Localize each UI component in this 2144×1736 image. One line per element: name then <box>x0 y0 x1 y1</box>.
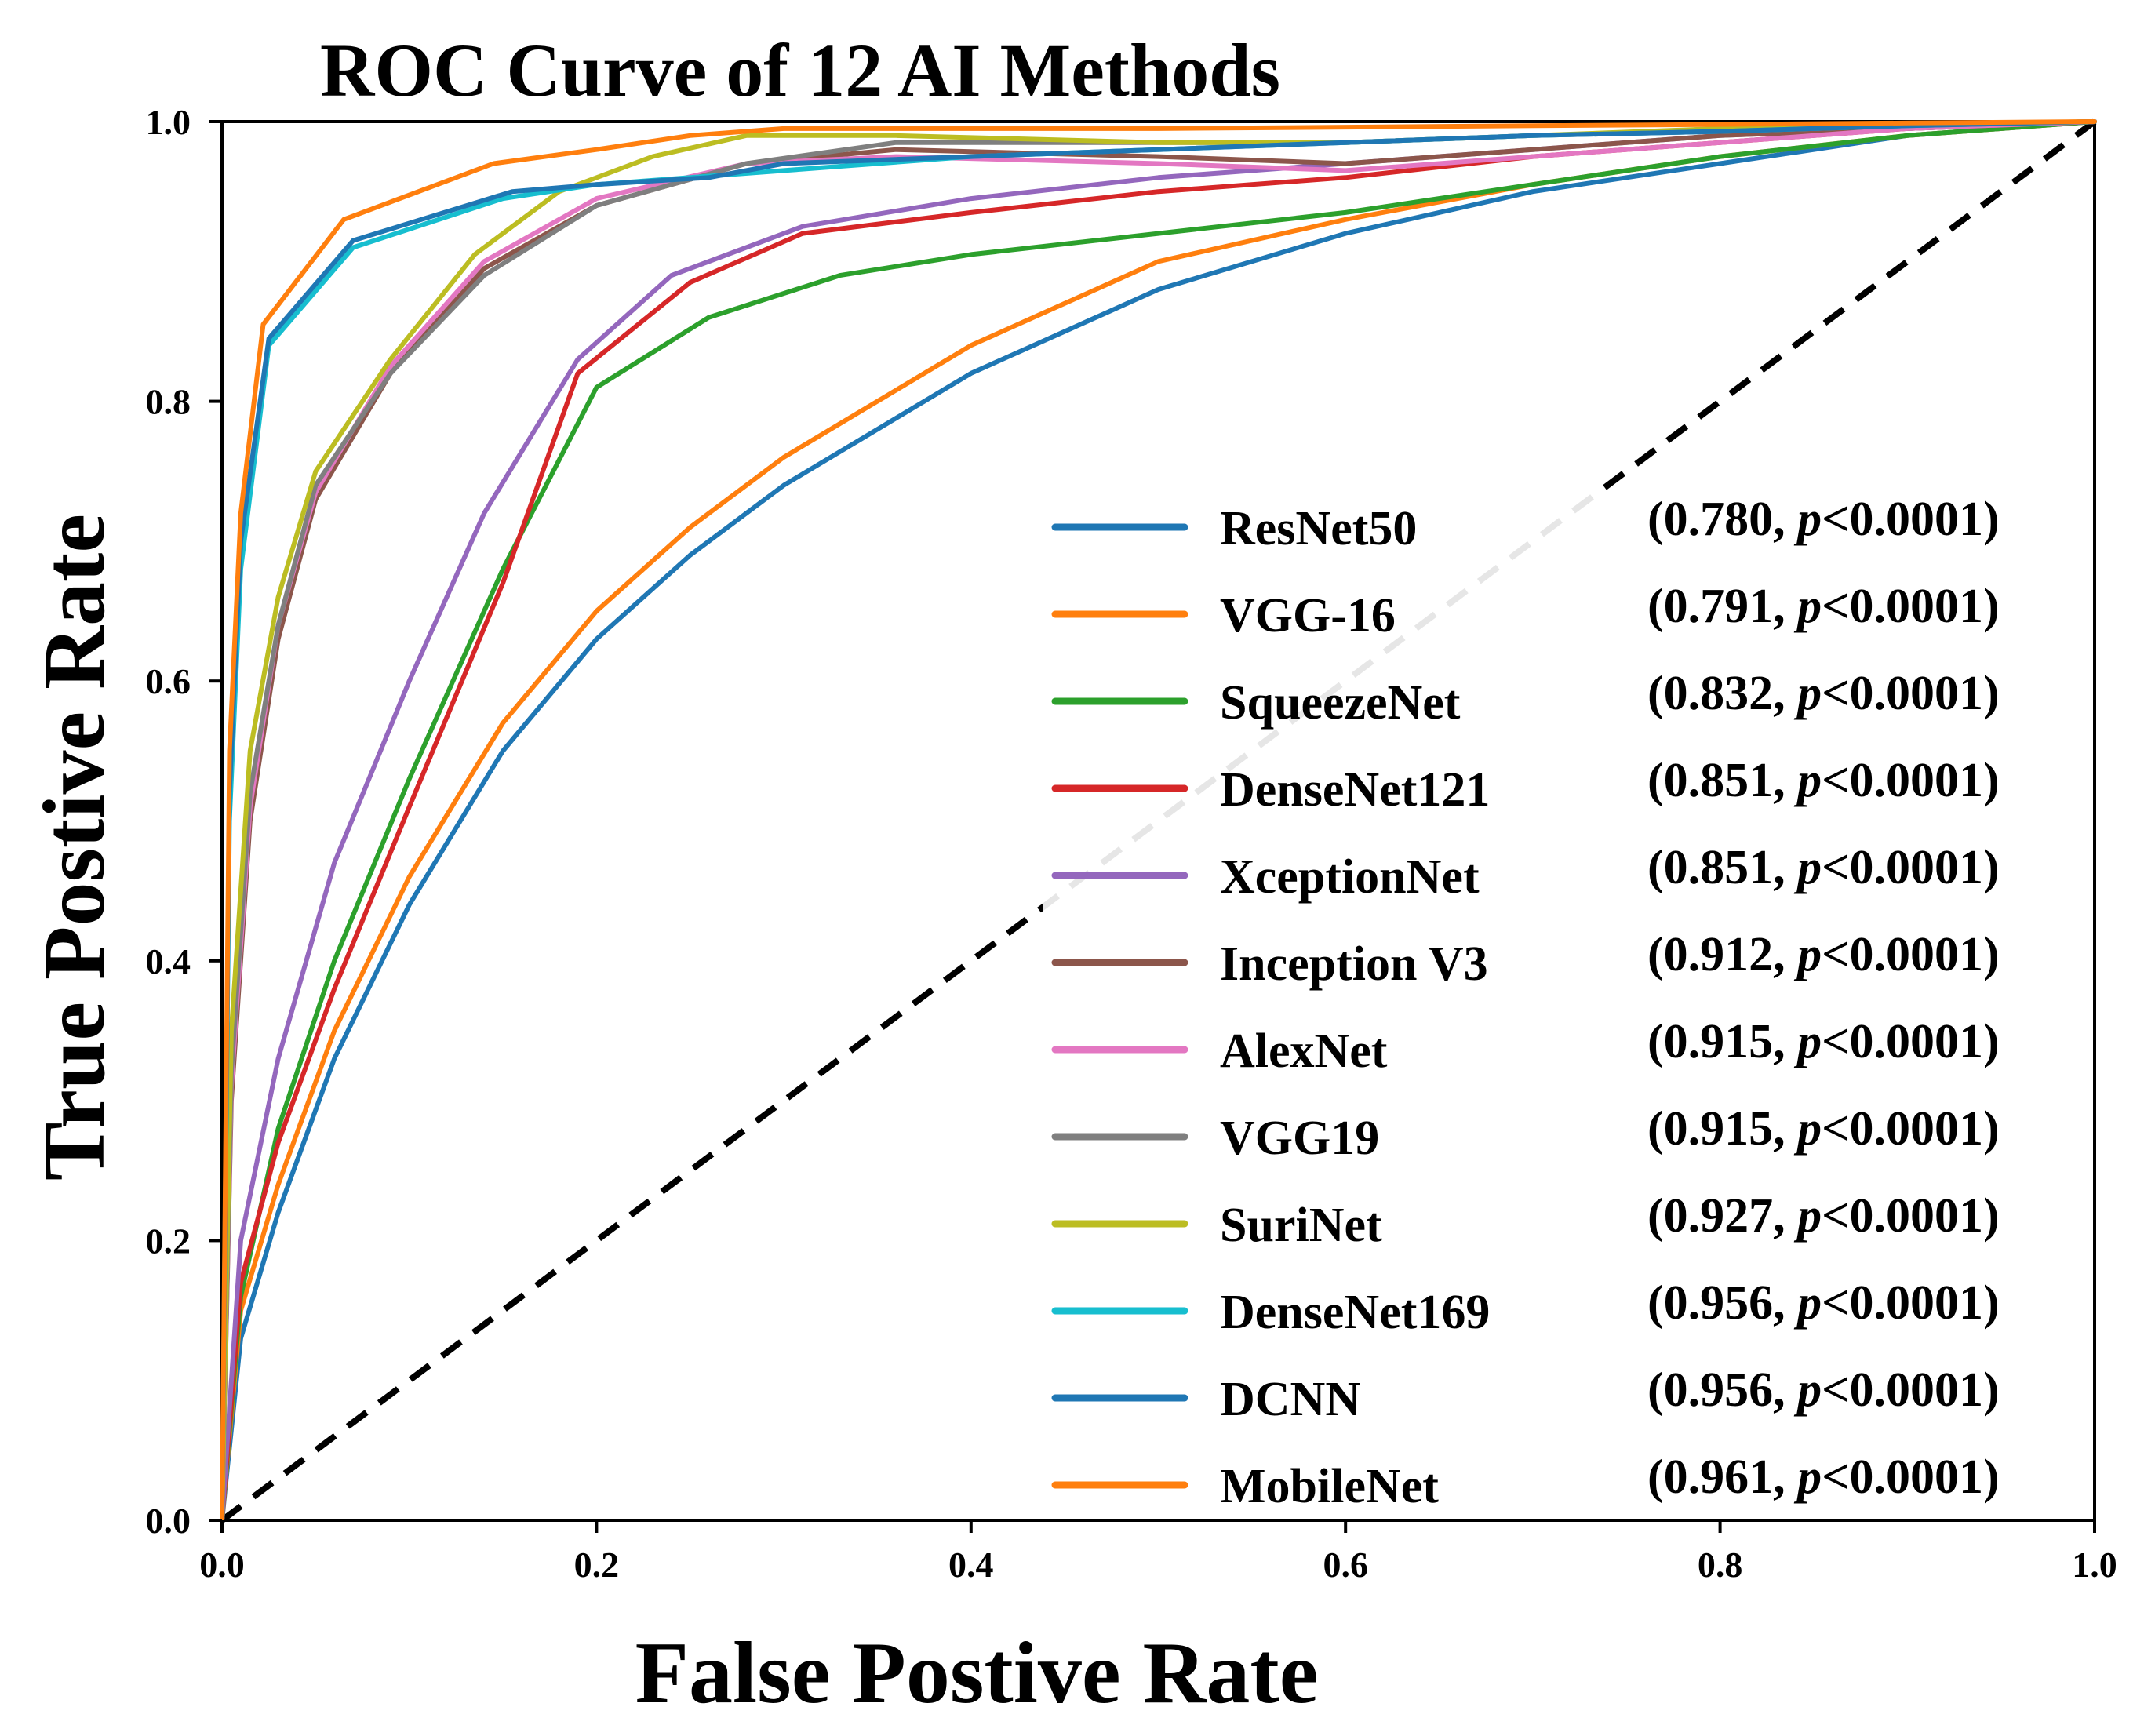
x-tick-label: 0.8 <box>1698 1545 1743 1585</box>
legend-label: VGG-16 <box>1220 589 1396 642</box>
legend-auc-value: (0.956, p<0.0001) <box>1647 1276 2000 1330</box>
series-line-squeezenet <box>220 119 2097 1523</box>
series-line-mobilenet <box>220 119 2097 1523</box>
axes-layer: 0.0 0.2 0.4 0.6 0.8 1.0 0.0 0.2 0.4 0.6 0.8 1.0 <box>146 102 2117 1585</box>
legend-auc-value: (0.912, p<0.0001) <box>1647 928 2000 981</box>
chart-title: ROC Curve of 12 AI Methods <box>320 28 1280 112</box>
legend-auc-value: (0.915, p<0.0001) <box>1647 1102 2000 1156</box>
series-line-dcnn <box>220 119 2097 1523</box>
legend-auc-value: (0.791, p<0.0001) <box>1647 580 2000 633</box>
legend-auc-value: (0.780, p<0.0001) <box>1647 493 2000 546</box>
y-tick-label: 0.6 <box>146 661 191 701</box>
legend-label: DenseNet169 <box>1220 1286 1490 1339</box>
legend-label: ResNet50 <box>1220 502 1417 555</box>
legend-auc-value: (0.961, p<0.0001) <box>1647 1450 2000 1504</box>
x-tick-label: 0.4 <box>948 1545 994 1585</box>
x-tick-label: 0.6 <box>1323 1545 1368 1585</box>
legend-label: SqueezeNet <box>1220 676 1461 730</box>
y-tick-label: 0.2 <box>146 1221 191 1261</box>
legend-label: VGG19 <box>1220 1112 1379 1165</box>
legend-auc-value: (0.832, p<0.0001) <box>1647 667 2000 720</box>
legend-label: DCNN <box>1220 1373 1360 1426</box>
legend-label: XceptionNet <box>1220 850 1480 904</box>
legend-label: AlexNet <box>1220 1024 1388 1078</box>
legend-background <box>1043 490 2087 1510</box>
legend-label: SuriNet <box>1220 1199 1382 1252</box>
y-axis-title: True Postive Rate <box>26 514 123 1181</box>
legend-auc-value: (0.851, p<0.0001) <box>1647 841 2000 894</box>
y-tick-label: 0.8 <box>146 382 191 422</box>
legend-label: DenseNet121 <box>1220 763 1490 817</box>
plot-area <box>220 120 2096 1522</box>
x-axis-title: False Postive Rate <box>635 1625 1319 1722</box>
series-line-resnet50 <box>220 119 2097 1523</box>
y-tick-label: 0.4 <box>146 941 191 981</box>
legend-auc-value: (0.851, p<0.0001) <box>1647 754 2000 807</box>
legend-auc-value: (0.915, p<0.0001) <box>1647 1015 2000 1068</box>
x-tick-label: 0.2 <box>574 1545 620 1585</box>
legend-auc-value: (0.927, p<0.0001) <box>1647 1189 2000 1243</box>
y-tick-label: 1.0 <box>146 102 191 142</box>
legend-auc-value: (0.956, p<0.0001) <box>1647 1363 2000 1417</box>
x-tick-label: 1.0 <box>2072 1545 2117 1585</box>
legend: ResNet50 (0.780, p<0.0001) VGG-16 (0.791, p… <box>1043 490 2087 1513</box>
y-tick-label: 0.0 <box>146 1501 191 1541</box>
series-layer <box>220 119 2097 1523</box>
x-tick-label: 0.0 <box>199 1545 245 1585</box>
legend-label: MobileNet <box>1220 1460 1439 1513</box>
plot-frame <box>220 120 2096 1522</box>
legend-label: Inception V3 <box>1220 937 1488 991</box>
